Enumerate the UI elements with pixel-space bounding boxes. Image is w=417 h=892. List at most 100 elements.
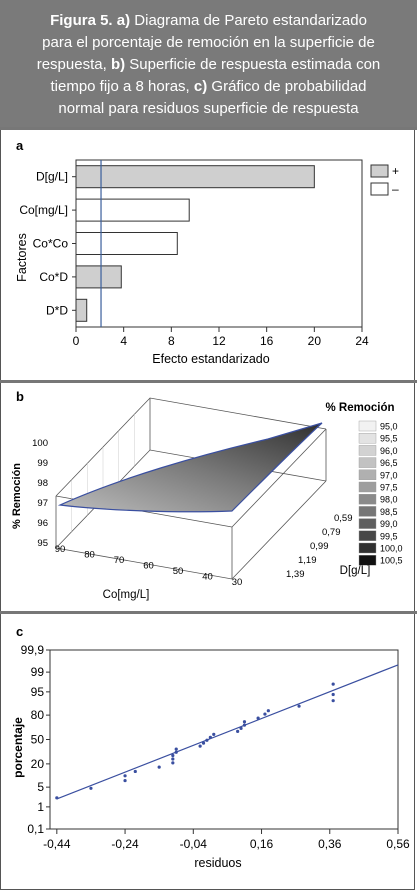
probability-point [171, 753, 175, 758]
surface-xtick-label: 70 [114, 555, 125, 566]
surface-legend-label: 98,0 [380, 495, 398, 505]
probability-point [331, 692, 335, 697]
pareto-bar [75, 232, 178, 255]
probability-point [157, 765, 161, 769]
caption-line-1: Figura 5. a) Diagrama de Pareto estandar… [50, 12, 367, 29]
surface-xtick-label: 60 [143, 561, 154, 572]
probability-ytick-label: 80 [31, 708, 45, 722]
panel-letter-c: c [16, 624, 23, 639]
pareto-xtick-label: 12 [212, 334, 226, 348]
probability-xtick-label: -0,24 [111, 837, 139, 851]
surface-ztick-label: 95 [37, 538, 48, 549]
probability-ylabel: porcentaje [11, 717, 25, 778]
surface-ytick-label: 0,99 [310, 541, 329, 552]
surface-legend-swatch [358, 469, 377, 481]
surface-legend-swatch [358, 457, 377, 468]
surface-ylabel: D[g/L] [340, 565, 371, 577]
probability-point [242, 720, 247, 724]
probability-point [331, 682, 335, 686]
surface-legend-swatch [358, 506, 377, 517]
probability-point [174, 750, 178, 754]
panel-letter-a: a [16, 138, 24, 153]
separator-ab [0, 380, 417, 383]
probability-point [236, 729, 240, 734]
surface-legend-label: 96,0 [380, 446, 398, 456]
caption-line-5: normal para residuos superficie de respu… [58, 100, 359, 117]
surface-ytick-label: 1,19 [298, 555, 317, 566]
probability-point [171, 757, 175, 761]
pareto-bar [75, 198, 190, 222]
surface-legend-title: % Remoción [325, 402, 394, 414]
pareto-category-label: Co*Co [33, 237, 69, 251]
surface-xtick-label: 80 [84, 550, 95, 561]
probability-point [133, 769, 137, 774]
probability-xtick-label: 0,16 [250, 837, 274, 851]
surface-xlabel: Co[mg/L] [103, 589, 150, 601]
panel-letter-b: b [16, 389, 24, 404]
probability-ytick-label: 5 [37, 780, 44, 794]
probability-point [242, 723, 247, 727]
surface-xtick-label: 50 [173, 566, 184, 577]
response-surface [57, 422, 323, 513]
response-surface-chart: b 100 99 98 97 96 95 % Remoción 90 80 70 60 50 40 30 C… [11, 389, 403, 601]
surface-xtick-label: 30 [232, 577, 243, 588]
pareto-xtick-label: 16 [260, 334, 274, 348]
surface-legend-swatch [358, 530, 377, 542]
probability-xtick-label: -0,44 [43, 837, 71, 851]
surface-ytick-label: 0,79 [322, 527, 341, 538]
probability-point [55, 796, 59, 800]
probability-ytick-label: 99,9 [21, 643, 45, 657]
surface-legend-label: 95,5 [380, 434, 398, 444]
surface-ztick-label: 96 [37, 518, 48, 529]
normal-probability-chart: c 99,9 99 95 80 50 20 5 1 0,1-0,44 -0,24 -0,04 0,16… [11, 624, 410, 870]
probability-plot-frame [49, 649, 399, 830]
probability-point [123, 774, 127, 778]
probability-point [174, 747, 178, 751]
surface-legend-label: 100,5 [380, 556, 403, 566]
probability-point [239, 726, 243, 730]
probability-point [208, 735, 212, 739]
caption-line-2: para el porcentaje de remoción en la sup… [42, 34, 375, 51]
pareto-xtick-label: 0 [73, 334, 80, 348]
surface-zlabel: % Remoción [11, 463, 23, 529]
surface-legend-label: 99,5 [380, 531, 398, 541]
surface-legend-swatch [358, 433, 377, 444]
pareto-category-label: Co*D [39, 270, 68, 284]
surface-legend-label: 96,5 [380, 458, 398, 468]
probability-ytick-label: 99 [31, 665, 45, 679]
pareto-bar [75, 265, 122, 289]
legend-positive-label: + [392, 164, 399, 178]
caption-line-3: respuesta, b) Superficie de respuesta es… [36, 56, 381, 73]
pareto-chart: a D[g/L] Co[mg/L] Co*Co Co*D D*D 0 4 8 12 16 20 24 E… [15, 138, 399, 366]
probability-point [297, 704, 301, 708]
surface-ztick-label: 99 [37, 458, 48, 469]
probability-ytick-label: 50 [31, 733, 45, 747]
probability-ytick-label: 95 [31, 685, 45, 699]
surface-legend-swatch [358, 445, 377, 456]
probability-point [205, 738, 209, 742]
probability-point [171, 761, 175, 765]
legend-positive-swatch [370, 164, 389, 178]
surface-legend-label: 97,5 [380, 483, 398, 493]
pareto-xtick-label: 4 [120, 334, 127, 348]
surface-ztick-label: 98 [37, 478, 48, 489]
surface-xtick-label: 90 [55, 544, 66, 555]
surface-legend-label: 95,0 [380, 422, 398, 432]
surface-legend-label: 100,0 [380, 544, 403, 554]
surface-legend-swatch [358, 493, 377, 505]
pareto-xtick-label: 24 [355, 334, 369, 348]
surface-legend-label: 98,5 [380, 507, 398, 517]
surface-box-edge [231, 428, 327, 528]
probability-point [331, 699, 335, 703]
probability-xlabel: residuos [194, 856, 241, 870]
probability-xtick-label: 0,36 [318, 837, 342, 851]
probability-point [123, 778, 127, 783]
pareto-category-label: D[g/L] [36, 170, 68, 184]
pareto-category-label: D*D [46, 303, 68, 317]
probability-ytick-label: 20 [31, 757, 45, 771]
surface-legend-label: 99,0 [380, 519, 398, 529]
surface-legend-swatch [358, 542, 377, 554]
surface-legend-label: 97,0 [380, 470, 398, 480]
legend-negative-label: – [392, 182, 399, 196]
probability-xtick-label: -0,04 [180, 837, 208, 851]
